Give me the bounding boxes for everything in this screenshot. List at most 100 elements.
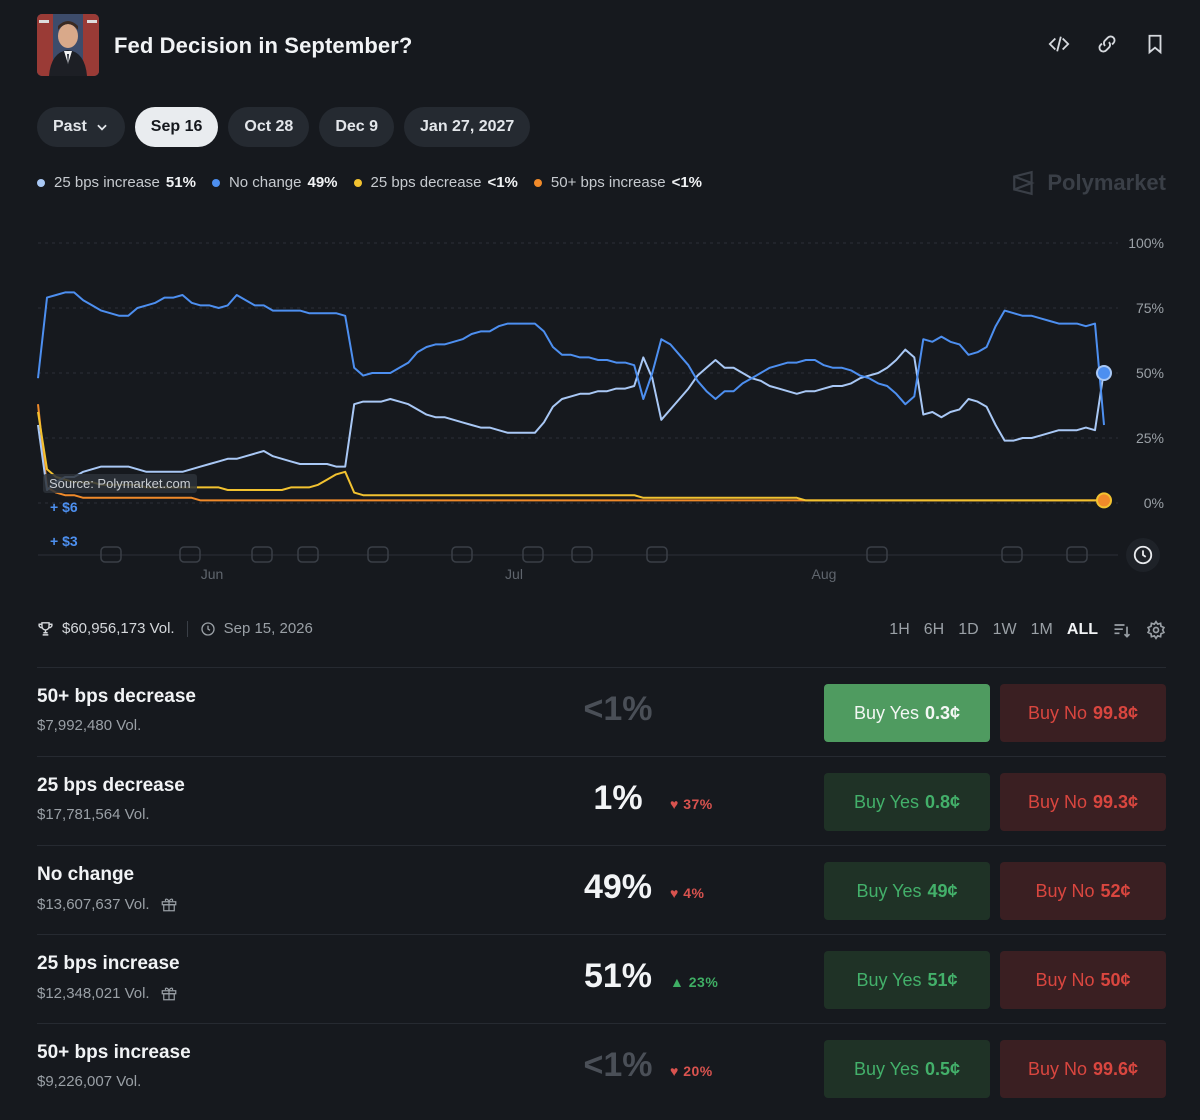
comment-marker-icon: [522, 546, 544, 563]
buy-no-button[interactable]: Buy No 99.6¢: [1000, 1040, 1166, 1098]
gift-icon[interactable]: [160, 895, 178, 913]
price-chart: 100% 75% 50% 25% 0% Jun Jul Aug: [0, 225, 1200, 595]
y-tick-label: 0%: [1144, 495, 1164, 511]
gear-icon[interactable]: [1146, 620, 1166, 640]
tab-label: Past: [53, 118, 87, 135]
legend-item: 50+ bps increase <1%: [533, 174, 703, 191]
outcome-probability: 51% ▲ 23%: [570, 957, 830, 996]
outcome-row[interactable]: No change $13,607,637 Vol. 49% ♥ 4% Buy …: [37, 845, 1166, 934]
legend-dot: [37, 178, 45, 187]
range-1m[interactable]: 1M: [1030, 621, 1053, 638]
divider: [186, 620, 188, 637]
range-1w[interactable]: 1W: [992, 621, 1017, 638]
market-avatar: [37, 14, 99, 76]
outcome-row[interactable]: 25 bps decrease $17,781,564 Vol. 1% ♥ 37…: [37, 756, 1166, 845]
outcome-row[interactable]: 25 bps increase $12,348,021 Vol. 51% ▲ 2…: [37, 934, 1166, 1023]
buy-no-button[interactable]: Buy No 99.8¢: [1000, 684, 1166, 742]
y-tick-label: 75%: [1136, 300, 1164, 316]
x-tick-label: Jun: [201, 566, 224, 582]
range-1h[interactable]: 1H: [889, 621, 910, 638]
outcome-list: 50+ bps decrease $7,992,480 Vol. <1% Buy…: [37, 667, 1166, 1112]
trophy-icon: [38, 622, 53, 636]
tab-dec-9[interactable]: Dec 9: [319, 107, 395, 147]
comment-marker-icon: [100, 546, 122, 563]
range-all[interactable]: ALL: [1066, 621, 1098, 638]
outcome-name: 25 bps decrease: [37, 775, 185, 796]
outcome-row[interactable]: 50+ bps decrease $7,992,480 Vol. <1% Buy…: [37, 667, 1166, 756]
buy-no-button[interactable]: Buy No 52¢: [1000, 862, 1166, 920]
code-icon[interactable]: [1048, 33, 1070, 55]
outcome-probability: 1% ♥ 37%: [570, 779, 830, 818]
buy-no-label: Buy No: [1035, 969, 1095, 990]
chevron-down-icon: [97, 124, 107, 131]
buy-yes-price: 0.3¢: [925, 702, 961, 723]
sort-icon[interactable]: [1112, 620, 1132, 640]
bookmark-icon[interactable]: [1144, 33, 1166, 55]
legend-pct: 49%: [307, 174, 338, 191]
tab-oct-28[interactable]: Oct 28: [228, 107, 310, 147]
buy-yes-label: Buy Yes: [853, 791, 919, 812]
outcome-probability: <1%: [570, 690, 830, 729]
comment-marker-icon: [297, 546, 319, 563]
probability-value: 49%: [583, 868, 653, 906]
outcome-volume: $17,781,564 Vol.: [37, 806, 150, 823]
tab-past[interactable]: Past: [37, 107, 125, 147]
tab-jan-27-2027[interactable]: Jan 27, 2027: [404, 107, 531, 147]
legend-label: No change: [228, 174, 302, 191]
link-icon[interactable]: [1096, 33, 1118, 55]
market-stats: $60,956,173 Vol. Sep 15, 2026: [37, 620, 313, 637]
clock-icon: [1133, 545, 1153, 565]
change-badge: ♥ 4%: [670, 885, 705, 901]
outcome-volume-text: $9,226,007 Vol.: [37, 1073, 142, 1090]
legend-item: 25 bps increase 51%: [37, 174, 196, 191]
x-tick-label: Jul: [505, 566, 523, 582]
buy-no-button[interactable]: Buy No 50¢: [1000, 951, 1166, 1009]
outcome-volume-text: $7,992,480 Vol.: [37, 717, 142, 734]
range-1d[interactable]: 1D: [958, 621, 979, 638]
range-6h[interactable]: 6H: [923, 621, 945, 638]
tab-sep-16[interactable]: Sep 16: [134, 107, 219, 147]
comment-marker-icon: [1066, 546, 1088, 563]
change-value: 20%: [683, 1063, 713, 1079]
buy-yes-button[interactable]: Buy Yes 0.5¢: [824, 1040, 990, 1098]
comment-marker-icon: [179, 546, 201, 563]
buy-no-button[interactable]: Buy No 99.3¢: [1000, 773, 1166, 831]
legend-pct: <1%: [671, 174, 703, 191]
buy-no-price: 52¢: [1100, 880, 1131, 901]
buy-yes-button[interactable]: Buy Yes 49¢: [824, 862, 990, 920]
comment-marker-icon: [571, 546, 593, 563]
time-range-selector: 1H 6H 1D 1W 1M ALL: [889, 620, 1166, 640]
chart-annotation: + $3: [50, 533, 78, 549]
chart-history-button[interactable]: [1126, 538, 1160, 572]
legend-dot: [353, 178, 362, 187]
chart-svg: 100% 75% 50% 25% 0% Jun Jul Aug: [37, 235, 1164, 582]
legend-dot: [211, 178, 220, 187]
legend-dot: [533, 178, 542, 187]
clock-icon: [200, 621, 215, 636]
outcome-name: 25 bps increase: [37, 953, 180, 974]
x-tick-label: Aug: [812, 566, 837, 582]
market-header: Fed Decision in September?: [37, 13, 1166, 77]
outcome-row[interactable]: 50+ bps increase $9,226,007 Vol. <1% ♥ 2…: [37, 1023, 1166, 1112]
outcome-probability: 49% ♥ 4%: [570, 868, 830, 907]
buy-yes-button[interactable]: Buy Yes 0.3¢: [824, 684, 990, 742]
outcome-probability: <1% ♥ 20%: [570, 1046, 830, 1085]
gift-icon[interactable]: [160, 984, 178, 1002]
probability-value: 1%: [593, 779, 643, 817]
comment-marker-icon: [646, 546, 668, 563]
chart-source-label: Source: Polymarket.com: [43, 474, 197, 493]
buy-yes-button[interactable]: Buy Yes 51¢: [824, 951, 990, 1009]
buy-no-label: Buy No: [1027, 702, 1087, 723]
series-line: [37, 348, 1105, 491]
change-value: 37%: [683, 796, 713, 812]
legend-label: 50+ bps increase: [550, 174, 666, 191]
buy-yes-price: 49¢: [927, 880, 958, 901]
series-line: [37, 411, 1104, 502]
polymarket-logo-icon: [1013, 170, 1036, 196]
buy-yes-price: 0.8¢: [925, 791, 961, 812]
buy-yes-button[interactable]: Buy Yes 0.8¢: [824, 773, 990, 831]
buy-no-price: 99.8¢: [1092, 702, 1139, 723]
chart-annotation: + $6: [50, 499, 78, 515]
page-title: Fed Decision in September?: [114, 33, 413, 58]
